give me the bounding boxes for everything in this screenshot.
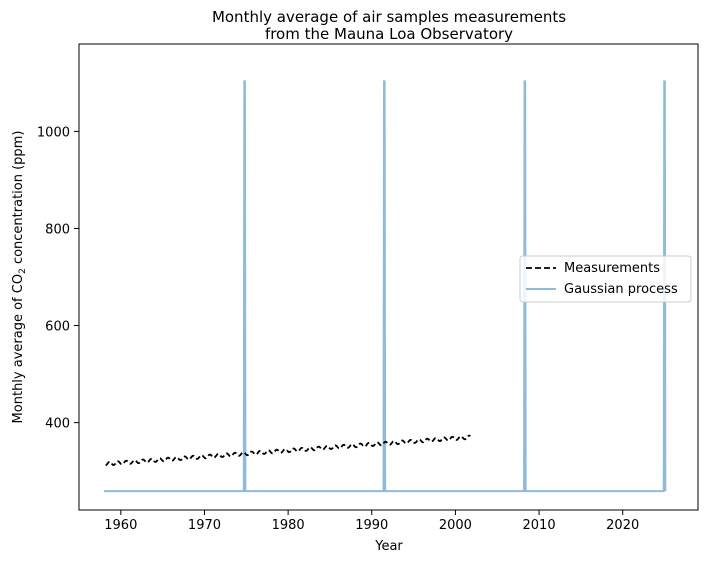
x-axis: 1960 1970 1980 1990 2000 2010 2020 <box>104 510 639 533</box>
y-tick-label: 600 <box>45 320 70 335</box>
y-tick-label: 800 <box>45 222 70 237</box>
x-tick-label: 2010 <box>523 518 556 533</box>
y-axis: 400 600 800 1000 <box>37 125 79 432</box>
x-tick-label: 2000 <box>439 518 472 533</box>
y-axis-label-suffix: concentration (ppm) <box>11 131 26 269</box>
chart-title-line2: from the Mauna Loa Observatory <box>265 25 513 43</box>
measurements-line <box>105 434 471 467</box>
y-axis-label: Monthly average of CO2 concentration (pp… <box>11 131 28 424</box>
plot-frame <box>78 43 699 511</box>
plot-area <box>104 80 667 493</box>
x-axis-label: Year <box>374 539 403 554</box>
legend-measurements-label: Measurements <box>564 261 660 276</box>
chart-title-line1: Monthly average of air samples measureme… <box>212 8 566 26</box>
legend: Measurements Gaussian process <box>519 255 692 303</box>
x-tick-label: 2020 <box>606 518 639 533</box>
x-tick-label: 1970 <box>188 518 221 533</box>
y-axis-label-prefix: Monthly average of CO <box>11 274 26 424</box>
x-tick-label: 1960 <box>104 518 137 533</box>
legend-gp-label: Gaussian process <box>564 282 678 297</box>
x-tick-label: 1980 <box>272 518 305 533</box>
x-tick-label: 1990 <box>355 518 388 533</box>
y-tick-label: 400 <box>45 417 70 432</box>
y-axis-label-subscript: 2 <box>18 268 28 274</box>
gaussian-process-line <box>104 80 667 493</box>
y-tick-label: 1000 <box>37 125 70 140</box>
legend-box <box>519 255 692 303</box>
